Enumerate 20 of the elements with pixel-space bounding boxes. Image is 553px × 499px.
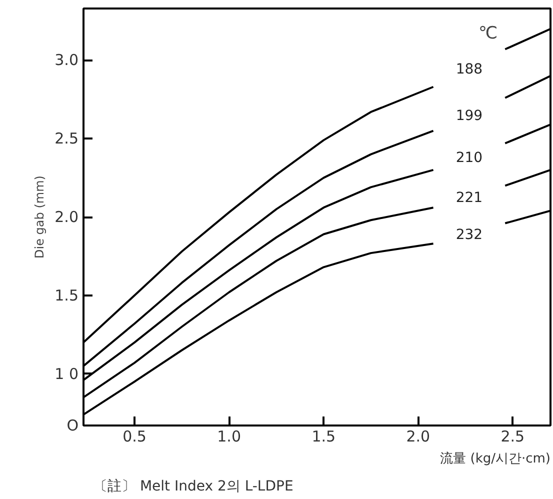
y-tick-label: 2.5 [54, 130, 79, 148]
series-label: 232 [456, 226, 483, 243]
y-tick-label: O [66, 416, 79, 434]
annotation: ℃ [478, 24, 498, 44]
x-tick-label: 1.5 [312, 428, 336, 446]
x-tick-label: 0.5 [122, 428, 146, 446]
y-tick-label: 1.5 [54, 286, 79, 304]
series-label: 199 [456, 108, 483, 124]
text: 〔註〕 Melt Index 2의 L-LDPE [94, 478, 294, 494]
x-tick-label: 1.0 [217, 428, 242, 446]
y-axis-title: Die gab (mm) [32, 176, 47, 258]
y-tick-label: 3.0 [54, 51, 79, 70]
x-tick-label: 2.5 [500, 428, 525, 446]
y-tick-label: 2.0 [54, 208, 79, 226]
y-tick-label: 1 0 [54, 364, 79, 383]
x-tick-label: 2.0 [406, 428, 430, 446]
series-label: 188 [456, 62, 483, 78]
series-label: 221 [456, 190, 483, 206]
series-label: 210 [456, 150, 483, 166]
x-axis-title: 流量 (kg/시간·cm) [440, 450, 551, 466]
